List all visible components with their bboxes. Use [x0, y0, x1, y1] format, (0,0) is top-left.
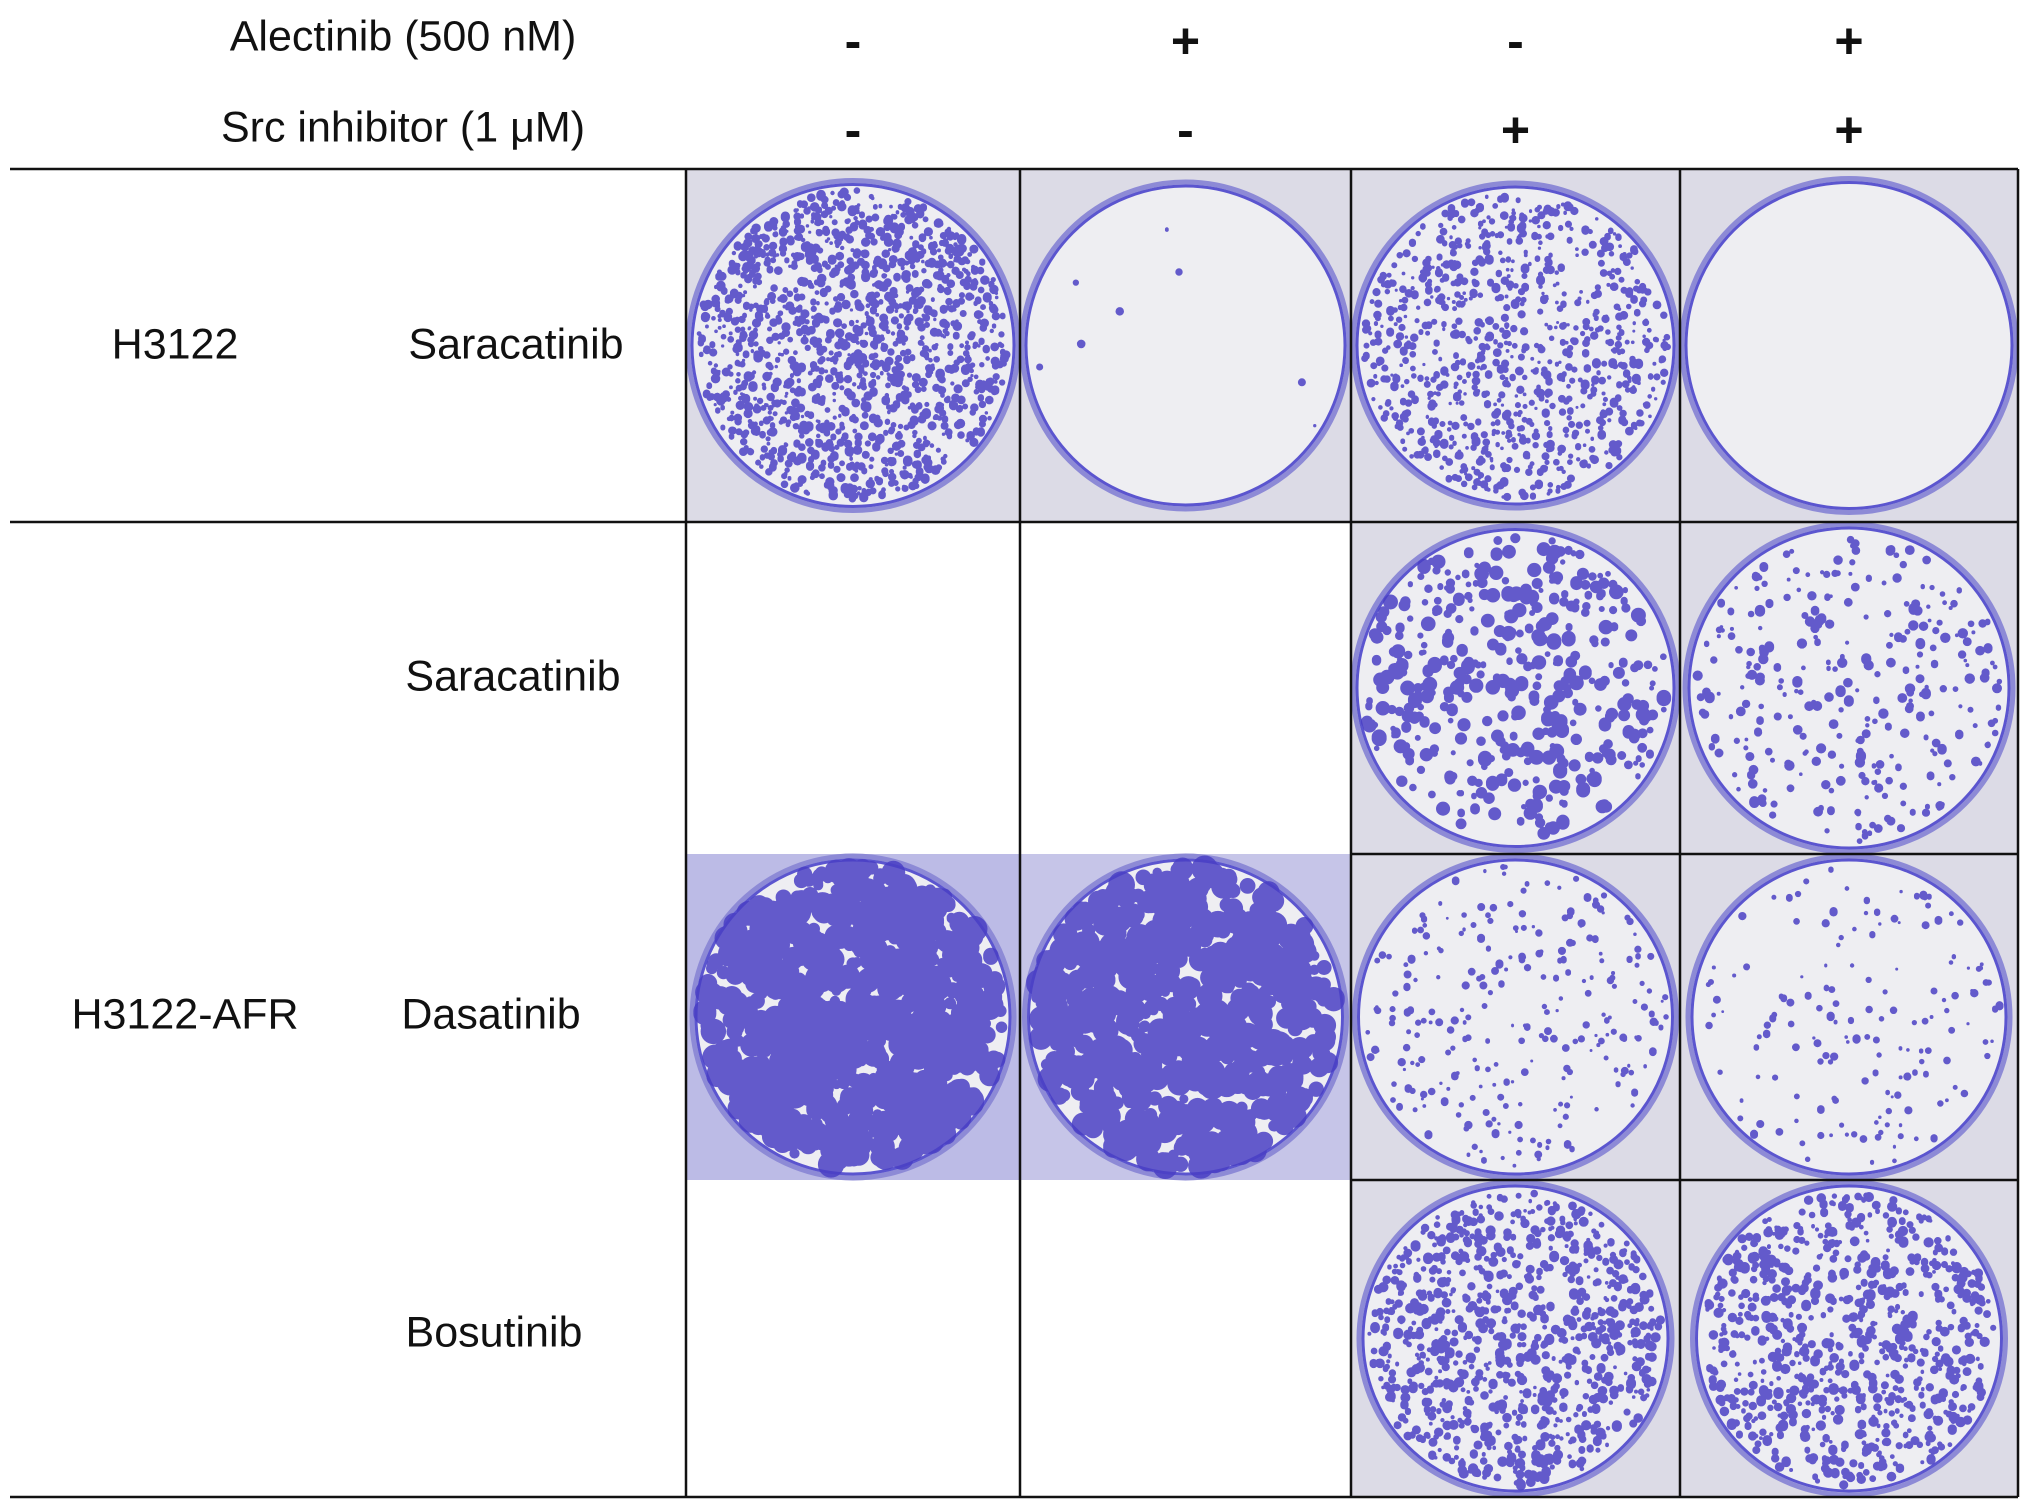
plate-dish	[1690, 1179, 2008, 1498]
colonies	[1360, 533, 1672, 840]
colonies	[1692, 535, 2003, 844]
plate-well	[1687, 526, 2011, 850]
plate-well	[1361, 1184, 1670, 1493]
colonies	[1367, 1189, 1665, 1491]
cell-line-label: H3122	[112, 320, 239, 368]
plate-dish	[1022, 853, 1349, 1181]
sign: -	[845, 102, 862, 158]
sign: -	[845, 13, 862, 69]
colonies	[696, 187, 1011, 503]
sign: +	[1834, 102, 1863, 158]
inhibitor-label: Bosutinib	[406, 1308, 583, 1356]
plate-dish	[1350, 523, 1681, 853]
plate-well	[1024, 184, 1347, 507]
inhibitor-label: Saracatinib	[405, 652, 620, 700]
treatment-label: Alectinib (500 nM)	[230, 12, 577, 60]
plate-dish	[685, 178, 1021, 513]
colonies	[1365, 864, 1669, 1168]
plate-well	[1690, 858, 2008, 1176]
plate-dish	[1019, 179, 1352, 512]
sign: +	[1834, 13, 1863, 69]
sign: -	[1507, 13, 1524, 69]
colonies	[1704, 1192, 1997, 1490]
sign: +	[1171, 13, 1200, 69]
plate-well	[1695, 1184, 2003, 1493]
sign: -	[1177, 102, 1194, 158]
plate-dish	[1682, 521, 2016, 855]
plate-dish	[689, 853, 1017, 1181]
plate-dish	[1350, 180, 1681, 511]
plate-dish	[1356, 1179, 1675, 1498]
sign: +	[1501, 102, 1530, 158]
plate-dish	[1679, 176, 2019, 515]
colonies	[1026, 855, 1345, 1180]
colonies	[693, 858, 1008, 1178]
plate-dish	[1352, 853, 1679, 1181]
inhibitor-label: Dasatinib	[401, 990, 580, 1038]
cell-line-label: H3122-AFR	[71, 990, 298, 1038]
treatment-label: Src inhibitor (1 μM)	[221, 103, 585, 151]
colonies	[1361, 192, 1671, 501]
plate-dish	[1685, 853, 2013, 1181]
inhibitor-label: Saracatinib	[408, 320, 623, 368]
plate-well	[1684, 181, 2014, 510]
